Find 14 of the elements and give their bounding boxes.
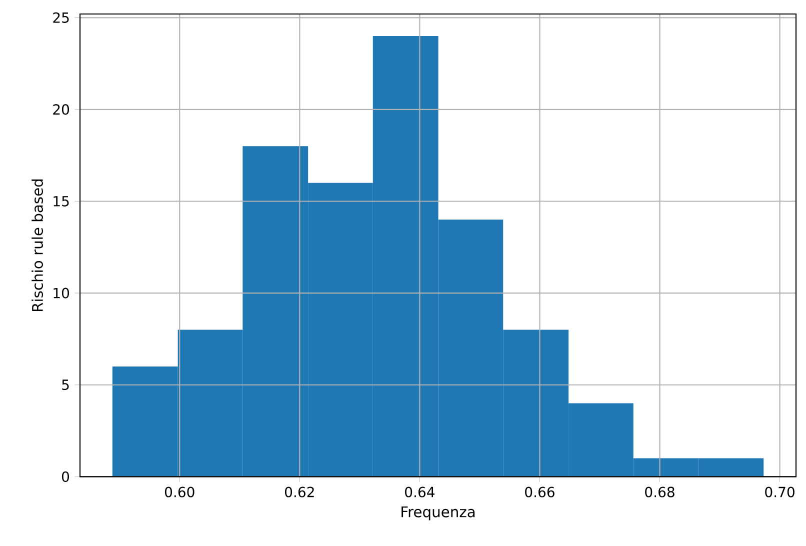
- x-tick-label: 0.60: [164, 486, 194, 498]
- y-tick-label: 20: [53, 104, 70, 115]
- y-tick-label: 15: [54, 196, 69, 206]
- x-tick-label: 0.70: [765, 486, 794, 498]
- x-axis-title: Frequenza: [402, 506, 475, 520]
- x-tick-label: 0.66: [525, 486, 554, 498]
- y-tick-label: 5: [62, 380, 69, 390]
- x-tick-label: 0.64: [405, 486, 434, 498]
- x-tick-label: 0.62: [285, 486, 314, 498]
- x-tick-label: 0.68: [645, 486, 674, 498]
- y-tick-label: 0: [62, 471, 70, 482]
- y-axis-title: Rischio rule based: [32, 180, 43, 312]
- y-tick-label: 10: [54, 288, 70, 298]
- y-tick-label: 25: [53, 12, 69, 23]
